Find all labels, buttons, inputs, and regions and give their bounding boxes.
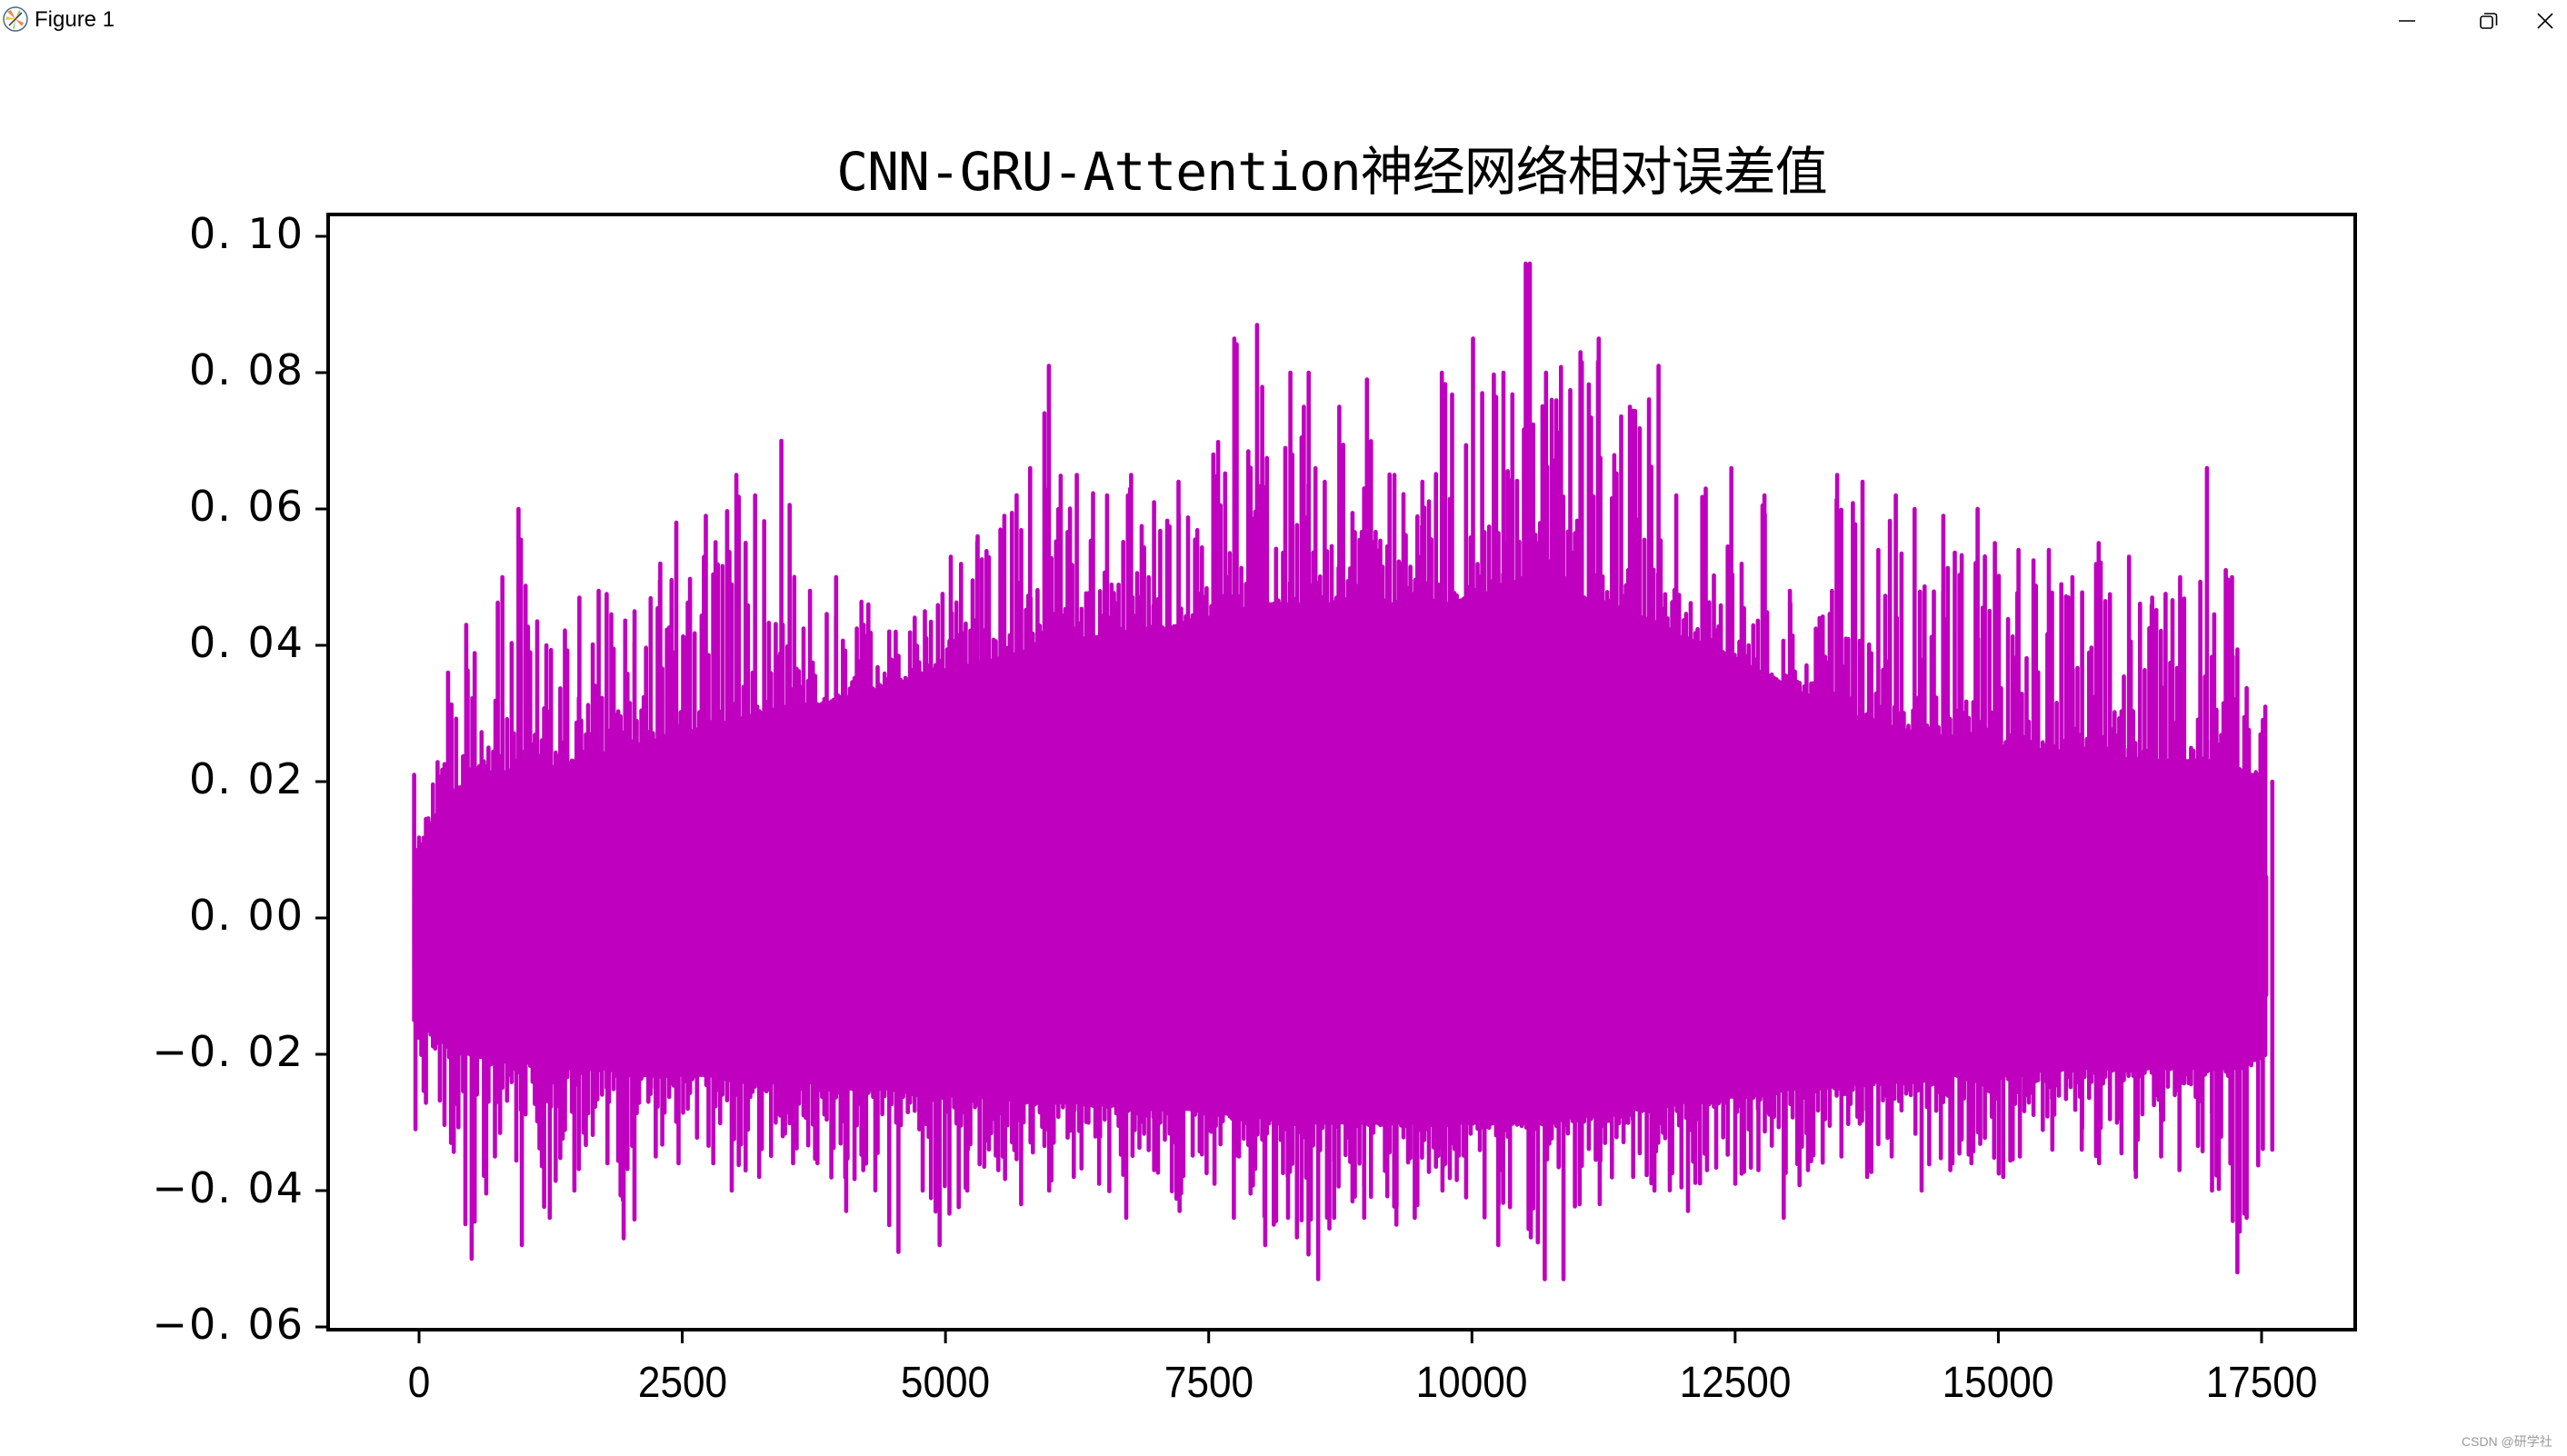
y-tick-label: 0. 02 bbox=[188, 754, 305, 803]
chart-title: CNN-GRU-Attention神经网络相对误差值 bbox=[836, 141, 1828, 203]
minimize-icon bbox=[2399, 20, 2415, 22]
y-tick-label: 0. 08 bbox=[188, 345, 305, 394]
relative-error-line bbox=[412, 261, 2275, 1281]
y-tick-label: −0. 04 bbox=[152, 1163, 305, 1212]
x-tick-label: 5000 bbox=[901, 1359, 991, 1407]
x-tick-label: 7500 bbox=[1164, 1359, 1254, 1407]
x-tick-label: 17500 bbox=[2205, 1359, 2318, 1407]
window-titlebar: Figure 1 bbox=[0, 0, 2567, 42]
axes-frame bbox=[326, 213, 2357, 1331]
y-tick-label: −0. 02 bbox=[152, 1027, 305, 1076]
x-tick-label: 10000 bbox=[1415, 1359, 1528, 1407]
watermark: CSDN @研学社 bbox=[2462, 1434, 2552, 1449]
y-tick-label: 0. 00 bbox=[188, 891, 305, 940]
restore-icon bbox=[2480, 13, 2498, 29]
x-tick-label: 2500 bbox=[637, 1359, 727, 1407]
restore-button[interactable] bbox=[2448, 0, 2530, 42]
x-tick-label: 12500 bbox=[1679, 1359, 1792, 1407]
minimize-button[interactable] bbox=[2366, 0, 2448, 42]
y-tick-label: −0. 06 bbox=[152, 1300, 305, 1349]
x-tick-label: 0 bbox=[407, 1359, 431, 1407]
y-tick-label: 0. 04 bbox=[188, 618, 305, 667]
y-tick-label: 0. 06 bbox=[188, 482, 305, 531]
x-tick-label: 15000 bbox=[1943, 1359, 2054, 1407]
close-button[interactable] bbox=[2536, 0, 2567, 42]
tick-marks bbox=[315, 234, 2263, 1343]
close-icon bbox=[2537, 13, 2553, 29]
window-title: Figure 1 bbox=[35, 7, 115, 32]
matplotlib-logo-icon bbox=[3, 6, 28, 32]
y-tick-label: 0. 10 bbox=[188, 209, 305, 258]
